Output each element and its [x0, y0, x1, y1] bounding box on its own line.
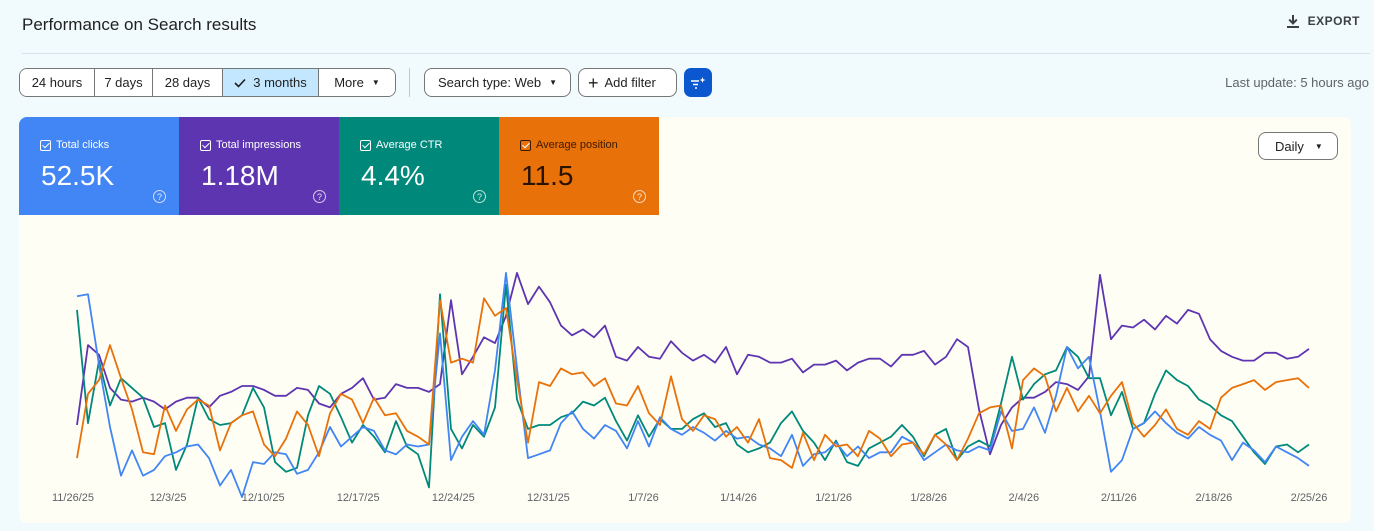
range-3-months[interactable]: 3 months	[223, 69, 319, 96]
x-axis-tick-label: 11/26/25	[52, 492, 94, 504]
series-line-average-position	[76, 297, 1310, 469]
help-icon[interactable]: ?	[473, 190, 486, 203]
range-7-days[interactable]: 7 days	[95, 69, 153, 96]
series-line-average-ctr	[76, 283, 1310, 489]
add-filter-button[interactable]: + Add filter	[578, 68, 677, 97]
performance-chart-card: Total clicks 52.5K ? Total impressions 1…	[19, 117, 1351, 523]
x-axis-tick-label: 2/11/26	[1101, 492, 1137, 504]
checkbox-icon[interactable]	[360, 139, 371, 151]
toolbar-divider	[409, 68, 410, 97]
range-more-dropdown[interactable]: More ▼	[319, 69, 395, 96]
metric-value: 1.18M	[201, 160, 279, 191]
metric-value: 4.4%	[361, 160, 425, 191]
x-axis-tick-label: 1/7/26	[628, 492, 659, 504]
check-icon	[234, 78, 246, 88]
metric-total-impressions[interactable]: Total impressions 1.18M ?	[179, 117, 339, 215]
series-line-total-clicks	[76, 271, 1310, 499]
metric-value: 52.5K	[41, 160, 115, 191]
performance-line-chart[interactable]: 11/26/25 12/3/25 12/10/25 12/17/25 12/24/25 1…	[19, 117, 1351, 523]
chevron-down-icon: ▼	[371, 78, 380, 87]
date-range-selector: 24 hours 7 days 28 days 3 months More ▼	[19, 68, 396, 97]
range-28-days[interactable]: 28 days	[153, 69, 223, 96]
chevron-down-icon: ▼	[549, 78, 558, 87]
x-axis-tick-label: 2/4/26	[1009, 492, 1040, 504]
metric-average-position[interactable]: Average position 11.5 ?	[499, 117, 659, 215]
help-icon[interactable]: ?	[633, 190, 646, 203]
x-axis-tick-label: 2/25/26	[1291, 492, 1328, 504]
chevron-down-icon: ▼	[1314, 141, 1323, 151]
page-title: Performance on Search results	[22, 15, 257, 34]
checkbox-icon[interactable]	[520, 139, 531, 151]
help-icon[interactable]: ?	[153, 190, 166, 203]
checkbox-icon[interactable]	[40, 139, 51, 151]
checkbox-icon[interactable]	[200, 139, 211, 151]
last-update-text: Last update: 5 hours ago	[1225, 75, 1369, 90]
x-axis-tick-label: 12/3/25	[150, 492, 187, 504]
metric-total-clicks[interactable]: Total clicks 52.5K ?	[19, 117, 179, 215]
x-axis-tick-label: 12/10/25	[242, 492, 285, 504]
x-axis-tick-label: 2/18/26	[1196, 492, 1233, 504]
metric-label: Total impressions	[216, 139, 301, 151]
export-button[interactable]: EXPORT	[1286, 14, 1360, 28]
x-axis-tick-label: 12/31/25	[527, 492, 570, 504]
x-axis-tick-label: 1/21/26	[815, 492, 852, 504]
x-axis-tick-label: 12/24/25	[432, 492, 475, 504]
help-icon[interactable]: ?	[313, 190, 326, 203]
x-axis-tick-label: 1/28/26	[910, 492, 947, 504]
metric-label: Average CTR	[376, 139, 443, 151]
plus-icon: +	[588, 72, 599, 93]
export-label: EXPORT	[1307, 14, 1360, 28]
toolbar: 24 hours 7 days 28 days 3 months More ▼ …	[19, 68, 1374, 97]
filter-settings-button[interactable]	[684, 68, 712, 97]
download-icon	[1286, 14, 1299, 28]
x-axis-tick-label: 12/17/25	[337, 492, 380, 504]
header: Performance on Search results EXPORT	[0, 0, 1374, 54]
metric-label: Total clicks	[56, 139, 110, 151]
range-24-hours[interactable]: 24 hours	[20, 69, 95, 96]
x-axis-tick-label: 1/14/26	[720, 492, 757, 504]
header-divider	[22, 53, 1370, 54]
metric-average-ctr[interactable]: Average CTR 4.4% ?	[339, 117, 499, 215]
metric-label: Average position	[536, 139, 618, 151]
filter-sparkle-icon	[691, 76, 706, 89]
granularity-dropdown[interactable]: Daily ▼	[1258, 132, 1338, 160]
search-type-dropdown[interactable]: Search type: Web ▼	[424, 68, 571, 97]
metric-value: 11.5	[521, 160, 574, 191]
series-line-total-impressions	[76, 271, 1310, 456]
